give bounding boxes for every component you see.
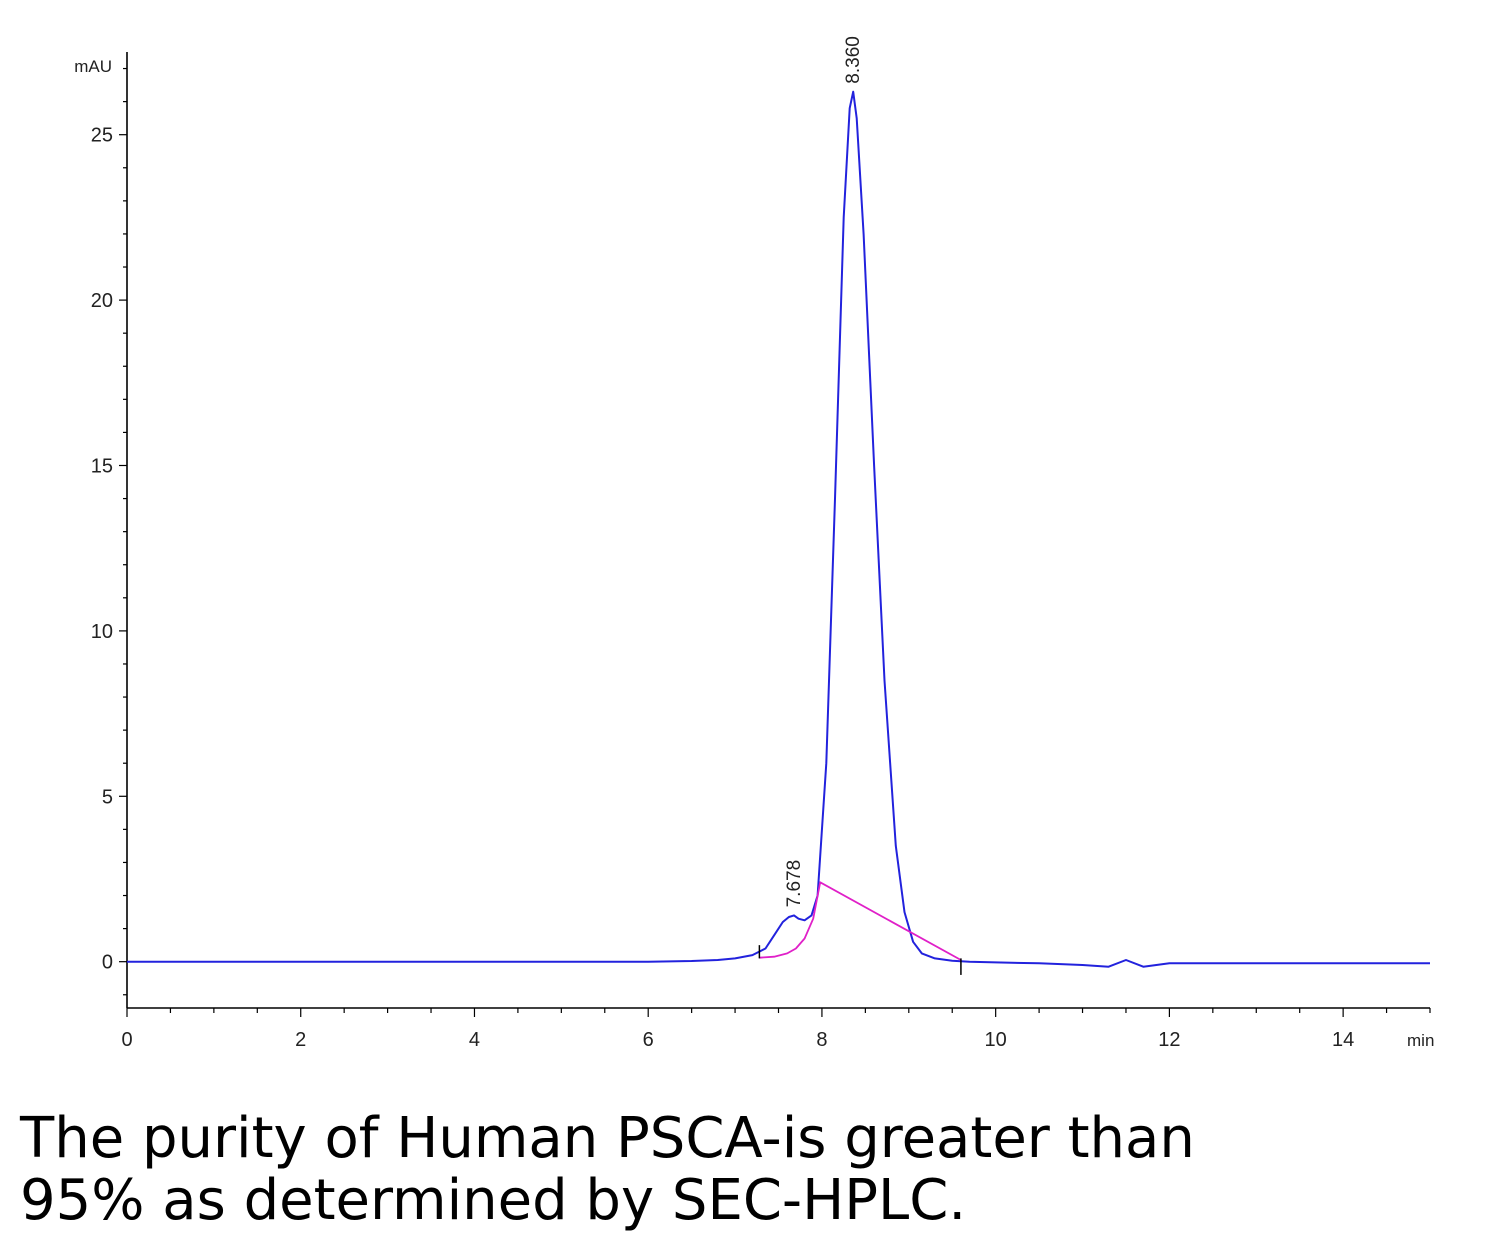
chromatogram-svg: 0 5 10 15 20 25 0 2 4 6 8 10 12 14 mAU min 7.678 8.360 xyxy=(74,36,1434,1051)
chromatogram-chart: 0 5 10 15 20 25 0 2 4 6 8 10 12 14 mAU min 7.678 8.360 xyxy=(74,36,1434,1051)
x-tick-label: 10 xyxy=(985,1029,1007,1051)
x-tick-label: 12 xyxy=(1158,1029,1180,1051)
y-tick-label: 20 xyxy=(91,290,113,312)
y-tick-label: 25 xyxy=(91,125,113,147)
x-tick-label: 4 xyxy=(469,1029,480,1051)
caption-line-1: The purity of Human PSCA-is greater than xyxy=(20,1106,1195,1171)
y-tick-label: 5 xyxy=(102,786,113,808)
peak-label: 7.678 xyxy=(784,860,805,908)
y-tick-label: 15 xyxy=(91,455,113,477)
y-tick-label: 0 xyxy=(102,952,113,974)
x-tick-label: 14 xyxy=(1332,1029,1354,1051)
chromatogram-trace xyxy=(127,90,1430,968)
integration-baseline xyxy=(759,881,962,961)
peak-label: 8.360 xyxy=(843,36,864,84)
x-tick-label: 0 xyxy=(121,1029,132,1051)
x-axis-unit-label: min xyxy=(1407,1031,1434,1050)
y-axis-unit-label: mAU xyxy=(74,57,112,76)
x-tick-label: 2 xyxy=(295,1029,306,1051)
y-tick-label: 10 xyxy=(91,621,113,643)
x-tick-label: 6 xyxy=(643,1029,654,1051)
purity-caption: The purity of Human PSCA-is greater than… xyxy=(20,1108,1420,1232)
caption-line-2: 95% as determined by SEC-HPLC. xyxy=(20,1168,967,1233)
x-tick-label: 8 xyxy=(816,1029,827,1051)
